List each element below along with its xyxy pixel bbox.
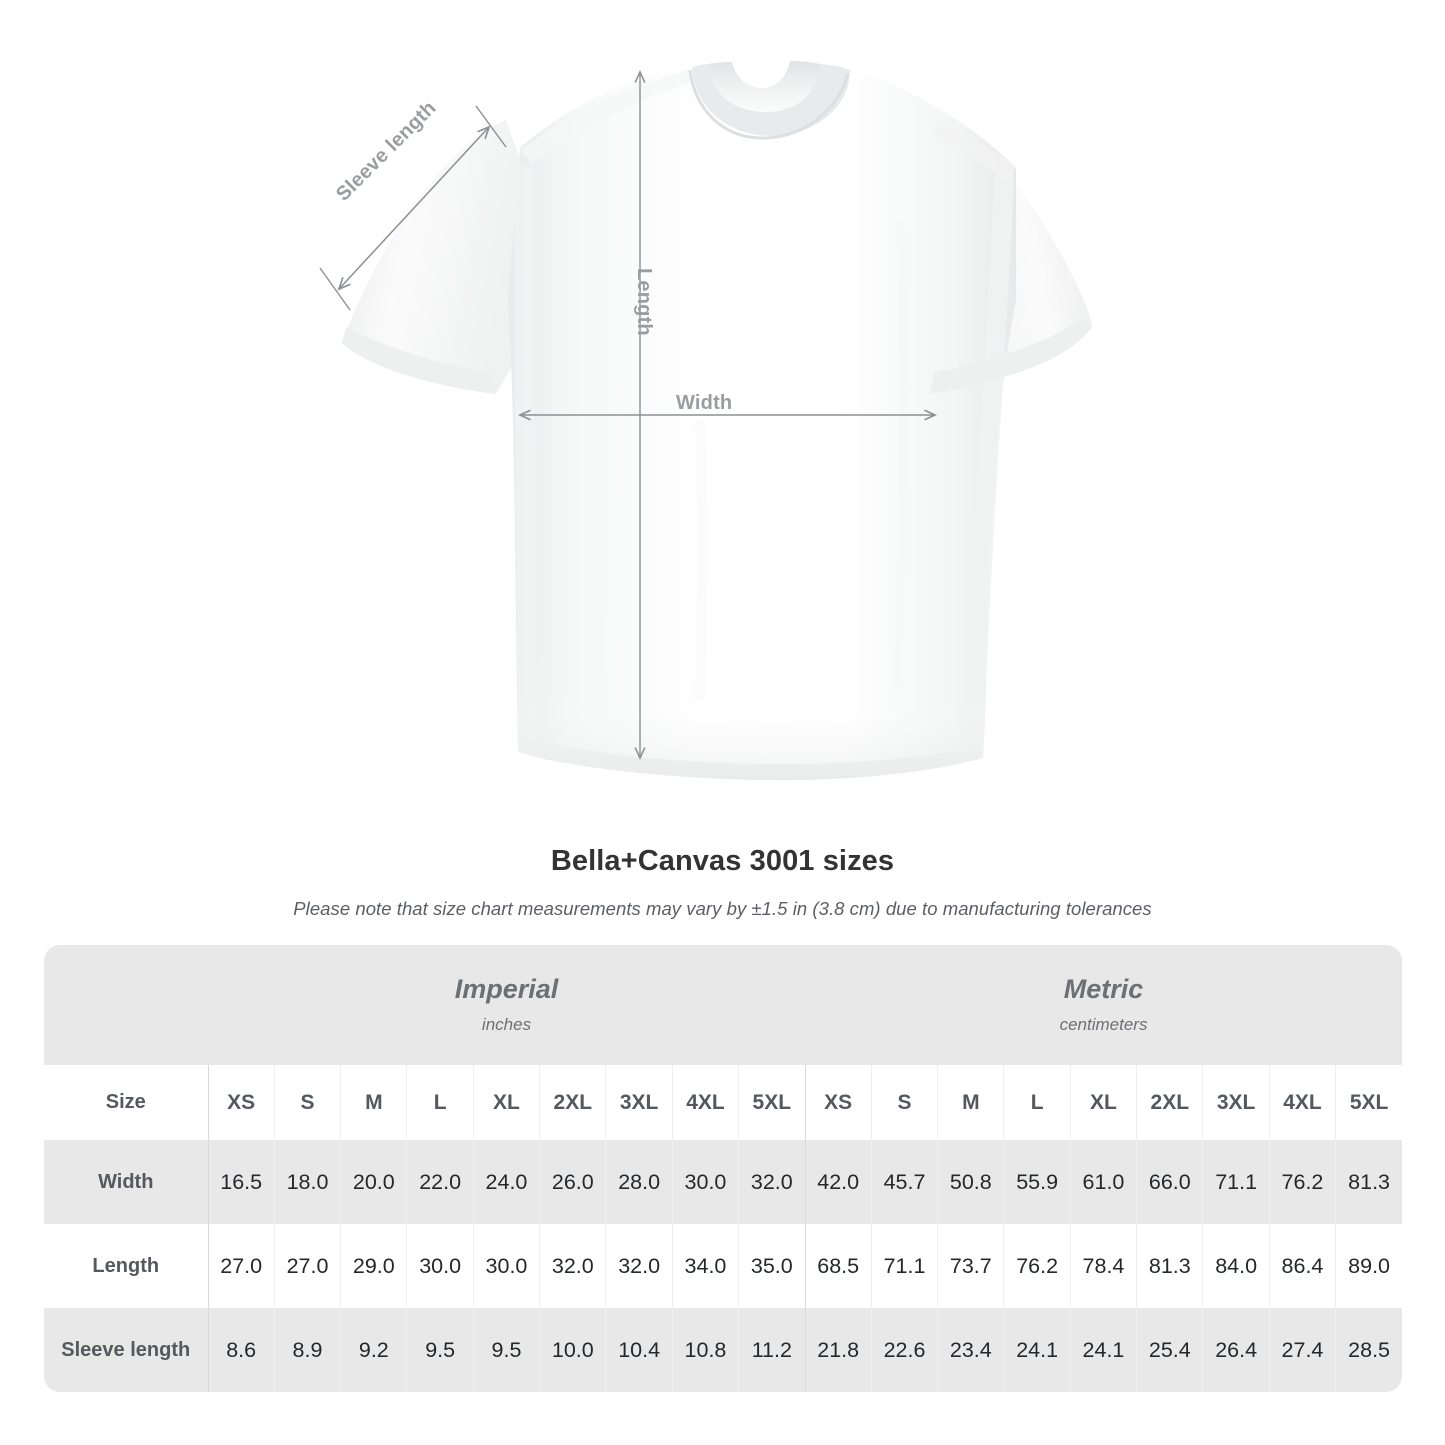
size-column-header: M [340, 1065, 407, 1140]
measurement-cell: 28.5 [1335, 1308, 1402, 1392]
measurement-cell: 32.0 [605, 1224, 673, 1308]
measurement-cell: 32.0 [539, 1224, 606, 1308]
measurement-cell: 29.0 [340, 1224, 407, 1308]
measurement-label: Width [44, 1140, 208, 1224]
size-column-header: L [406, 1065, 474, 1140]
measurement-cell: 24.1 [1003, 1308, 1071, 1392]
size-column-header: 2XL [1136, 1065, 1203, 1140]
size-column-header: M [937, 1065, 1004, 1140]
measurement-cell: 81.3 [1136, 1224, 1203, 1308]
measurement-cell: 27.0 [273, 1224, 341, 1308]
measurement-cell: 20.0 [340, 1140, 407, 1224]
measurement-cell: 73.7 [937, 1224, 1004, 1308]
tshirt-measurement-diagram: Sleeve length Length Width [319, 61, 1092, 781]
measurement-cell: 30.0 [406, 1224, 474, 1308]
measurement-cell: 28.0 [605, 1140, 673, 1224]
size-column-header: XL [472, 1065, 540, 1140]
size-chart-table: Imperial inches Metric centimeters Size XS S M… [44, 945, 1402, 1392]
measurement-cell: 71.1 [1202, 1140, 1270, 1224]
unit-system-unit: inches [481, 1015, 532, 1035]
size-column-header: XS [207, 1065, 275, 1140]
measurement-cell: 8.9 [273, 1308, 341, 1392]
table-row: Sleeve length 8.6 8.9 9.2 9.5 9.5 10.0 10.4 10.8… [44, 1308, 1402, 1392]
tshirt-illustration [319, 61, 1092, 781]
measurement-cell: 50.8 [937, 1140, 1004, 1224]
measurement-cell: 35.0 [738, 1224, 805, 1308]
measurement-cell: 42.0 [804, 1140, 872, 1224]
size-column-header: L [1003, 1065, 1071, 1140]
measurement-cell: 68.5 [804, 1224, 872, 1308]
row-label-header: Size [44, 1065, 208, 1140]
measurement-cell: 89.0 [1335, 1224, 1402, 1308]
measurement-cell: 78.4 [1069, 1224, 1137, 1308]
size-column-header: XL [1069, 1065, 1137, 1140]
page-title: Bella+Canvas 3001 sizes [550, 845, 895, 877]
unit-system-imperial: Imperial inches [208, 945, 805, 1065]
measurement-cell: 18.0 [273, 1140, 341, 1224]
measurement-cell: 9.5 [406, 1308, 474, 1392]
measurement-cell: 9.5 [472, 1308, 540, 1392]
measurement-cell: 32.0 [738, 1140, 805, 1224]
sleeve-length-dimension [319, 105, 507, 311]
measurement-cell: 66.0 [1136, 1140, 1203, 1224]
measurement-cell: 21.8 [804, 1308, 872, 1392]
measurement-cell: 9.2 [340, 1308, 407, 1392]
measurement-cell: 24.1 [1069, 1308, 1137, 1392]
measurement-cell: 10.4 [605, 1308, 673, 1392]
measurement-cell: 26.4 [1202, 1308, 1270, 1392]
unit-header-spacer [44, 945, 208, 1065]
size-column-header: XS [804, 1065, 872, 1140]
measurement-cell: 61.0 [1069, 1140, 1137, 1224]
measurement-cell: 34.0 [671, 1224, 739, 1308]
unit-system-name: Imperial [454, 973, 559, 1004]
measurement-cell: 84.0 [1202, 1224, 1270, 1308]
measurement-cell: 22.6 [870, 1308, 938, 1392]
table-row: Width 16.5 18.0 20.0 22.0 24.0 26.0 28.0 30.0 32.… [44, 1140, 1402, 1224]
size-column-header: 5XL [738, 1065, 805, 1140]
title-block: Bella+Canvas 3001 sizes Please note that… [0, 845, 1445, 920]
measurement-cell: 55.9 [1003, 1140, 1071, 1224]
measurement-cell: 45.7 [870, 1140, 938, 1224]
measurement-cell: 30.0 [472, 1224, 540, 1308]
measurement-cell: 23.4 [937, 1308, 1004, 1392]
measurement-cell: 30.0 [671, 1140, 739, 1224]
unit-system-name: Metric [1063, 973, 1144, 1004]
measurement-cell: 10.8 [671, 1308, 739, 1392]
size-column-header: 4XL [671, 1065, 739, 1140]
measurement-label: Sleeve length [44, 1308, 208, 1392]
measurement-cell: 16.5 [207, 1140, 275, 1224]
measurement-cell: 26.0 [539, 1140, 606, 1224]
shirt-shape [342, 61, 1092, 781]
size-column-header: 2XL [539, 1065, 606, 1140]
measurement-cell: 76.2 [1003, 1224, 1071, 1308]
measurement-cell: 22.0 [406, 1140, 474, 1224]
size-column-header: S [273, 1065, 341, 1140]
size-column-header: 5XL [1335, 1065, 1402, 1140]
measurement-label: Length [44, 1224, 208, 1308]
measurement-cell: 27.0 [207, 1224, 275, 1308]
measurement-cell: 8.6 [207, 1308, 275, 1392]
measurement-cell: 71.1 [870, 1224, 938, 1308]
measurement-cell: 86.4 [1268, 1224, 1336, 1308]
unit-system-metric: Metric centimeters [805, 945, 1402, 1065]
measurement-cell: 24.0 [472, 1140, 540, 1224]
tolerance-note: Please note that size chart measurements… [293, 898, 1152, 919]
table-row: Length 27.0 27.0 29.0 30.0 30.0 32.0 32.0 34.0 35… [44, 1224, 1402, 1308]
size-column-header: 4XL [1268, 1065, 1336, 1140]
measurement-cell: 81.3 [1335, 1140, 1402, 1224]
measurement-cell: 10.0 [539, 1308, 606, 1392]
size-chart-table-container: Imperial inches Metric centimeters Size XS S M… [44, 945, 1402, 1392]
unit-system-header-row: Imperial inches Metric centimeters [44, 945, 1402, 1065]
width-label: Width [676, 392, 733, 414]
measurement-cell: 27.4 [1268, 1308, 1336, 1392]
size-column-header: 3XL [1202, 1065, 1270, 1140]
size-header-row: Size XS S M L XL 2XL 3XL 4XL 5XL XS S M L XL 2XL 3XL 4XL 5… [44, 1065, 1402, 1140]
size-column-header: 3XL [605, 1065, 673, 1140]
size-column-header: S [870, 1065, 938, 1140]
measurement-cell: 25.4 [1136, 1308, 1203, 1392]
unit-system-unit: centimeters [1059, 1015, 1148, 1035]
length-label: Length [633, 268, 655, 336]
measurement-cell: 11.2 [738, 1308, 805, 1392]
measurement-cell: 76.2 [1268, 1140, 1336, 1224]
